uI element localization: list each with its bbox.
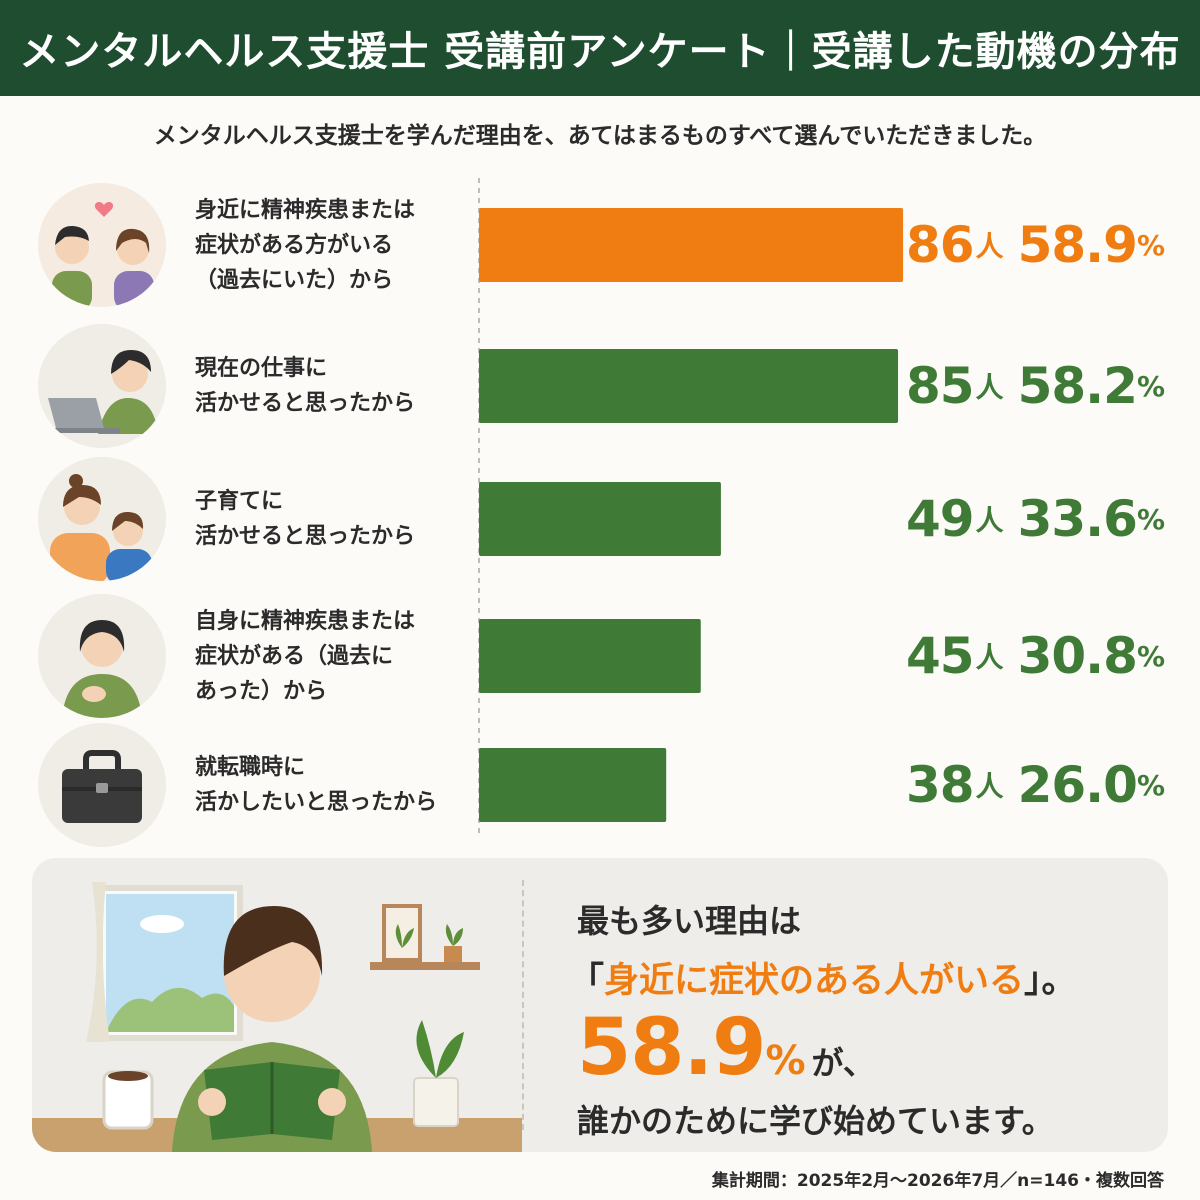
count-unit: 人 [975,641,1004,674]
row-value: 38 人 26.0% [900,720,1165,850]
count-unit: 人 [975,230,1004,263]
laptop-worker-icon [38,324,166,448]
chart-row: 身近に精神疾患または 症状がある方がいる （過去にいた）から 86 人 58.9% [0,180,1200,310]
percent-label: 26.0 [1017,756,1138,814]
chart-row: 子育てに 活かせると思ったから 49 人 33.6% [0,454,1200,584]
survey-question: メンタルヘルス支援士を学んだ理由を、あてはまるものすべて選んでいただきました。 [153,123,1047,149]
parent-child-icon [38,457,166,581]
row-label-line: 身近に精神疾患または [195,197,416,223]
summary-highlight: 身近に症状のある人がいる [604,961,1025,1001]
hand-on-chest-icon [38,594,166,718]
summary-heading: 最も多い理由は [577,902,802,940]
row-label-line: 症状がある（過去に [195,643,394,669]
percent-unit: % [1136,502,1165,536]
percent-label: 58.9 [1017,216,1138,274]
row-label-line: （過去にいた）から [195,267,394,293]
count-unit: 人 [975,371,1004,404]
percent-unit: % [1136,228,1165,262]
summary-big-value: 58.9 [577,1003,766,1093]
count-unit: 人 [975,770,1004,803]
row-value: 86 人 58.9% [900,180,1165,310]
summary-highlight-line: 「身近に症状のある人がいる」。 [569,952,1077,1003]
row-label-line: 子育てに [195,489,284,514]
summary-divider [522,880,524,1130]
chart-row: 現在の仕事に 活かせると思ったから 85 人 58.2% [0,321,1200,451]
couple-heart-icon [38,183,166,307]
row-label-line: 活かせると思ったから [195,524,416,549]
summary-big-unit: % [765,1038,806,1084]
percent-unit: % [1136,768,1165,802]
row-label: 子育てに 活かせると思ったから [195,454,465,584]
page-title: メンタルヘルス支援士 受講前アンケート｜受講した動機の分布 [19,29,1181,75]
quote-open: 「 [569,961,605,1001]
briefcase-icon [38,723,166,847]
row-value: 85 人 58.2% [900,321,1165,451]
percent-unit: % [1136,369,1165,403]
count-label: 49 [905,490,975,548]
percent-label: 33.6 [1017,490,1138,548]
chart-row: 自身に精神疾患または 症状がある（過去に あった）から 45 人 30.8% [0,591,1200,721]
summary-stat-line: 58.9% が、 [577,1003,875,1093]
count-unit: 人 [975,504,1004,537]
count-label: 45 [905,627,975,685]
row-label: 就転職時に 活かしたいと思ったから [195,720,465,850]
summary-panel: 最も多い理由は 「身近に症状のある人がいる」。 58.9% が、 誰かのために学び… [32,858,1168,1152]
row-label-line: 現在の仕事に [195,356,328,381]
row-label: 自身に精神疾患または 症状がある（過去に あった）から [195,591,465,721]
summary-closing: 誰かのために学び始めています。 [577,1102,1054,1140]
count-label: 38 [905,756,975,814]
footnote: 集計期間：2025年2月〜2026年7月／n=146・複数回答 [711,1171,1164,1191]
row-value: 45 人 30.8% [900,591,1165,721]
summary-suffix: が、 [811,1044,875,1082]
row-label-line: 活かしたいと思ったから [195,790,438,815]
percent-unit: % [1136,639,1165,673]
row-label: 現在の仕事に 活かせると思ったから [195,321,465,451]
count-label: 86 [905,216,975,274]
row-label-line: 症状がある方がいる [195,232,394,258]
row-label-line: 就転職時に [195,755,306,780]
header: メンタルヘルス支援士 受講前アンケート｜受講した動機の分布 [0,0,1200,96]
row-label-line: 自身に精神疾患または [195,608,416,634]
percent-label: 58.2 [1017,357,1138,415]
row-label-line: 活かせると思ったから [195,391,416,416]
row-value: 49 人 33.6% [900,454,1165,584]
percent-label: 30.8 [1017,627,1138,685]
quote-close: 」。 [1024,961,1077,1001]
chart-row: 就転職時に 活かしたいと思ったから 38 人 26.0% [0,720,1200,850]
count-label: 85 [905,357,975,415]
reading-person-icon [32,882,522,1152]
row-label: 身近に精神疾患または 症状がある方がいる （過去にいた）から [195,180,465,310]
row-label-line: あった）から [195,678,328,704]
